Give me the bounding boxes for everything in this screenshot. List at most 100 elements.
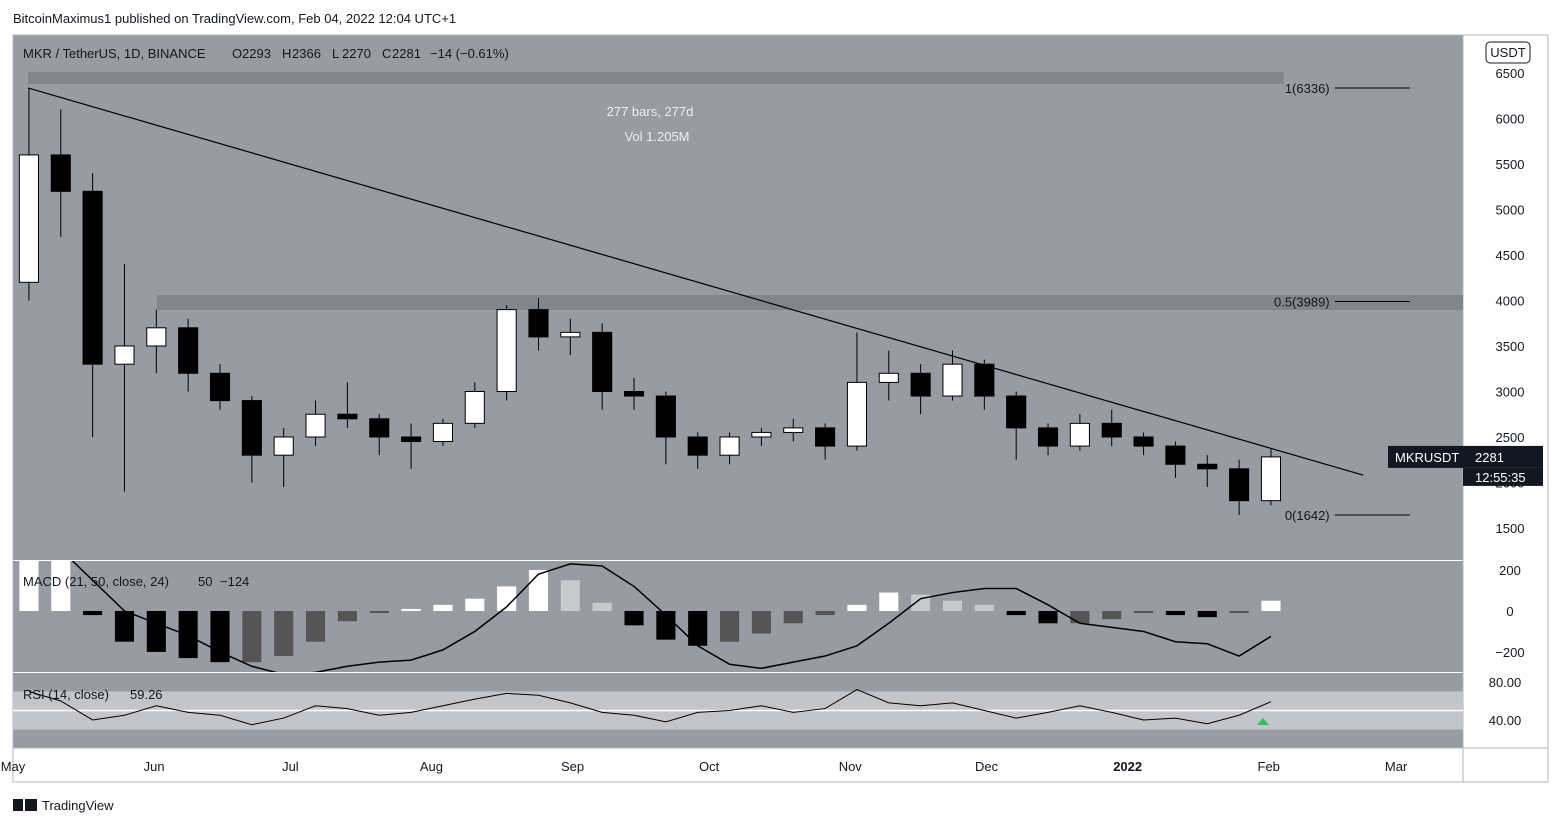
- x-tick-label: Dec: [975, 759, 999, 774]
- candle-body: [560, 331, 581, 338]
- candle-body: [846, 381, 868, 447]
- candle-body: [815, 427, 836, 447]
- macd-histogram: [19, 561, 39, 611]
- candle-body: [369, 418, 390, 438]
- candle-body: [878, 372, 899, 383]
- x-tick-label: Oct: [699, 759, 720, 774]
- x-tick-label: Jul: [282, 759, 299, 774]
- macd-histogram: [720, 610, 740, 642]
- y-tick-label: 6500: [1496, 66, 1525, 81]
- signal-arrow: [1257, 718, 1269, 725]
- macd-histogram: [560, 580, 580, 611]
- macd-histogram: [1229, 610, 1249, 614]
- annotation: Vol 1.205M: [624, 129, 689, 144]
- y-tick-label: 4000: [1496, 294, 1525, 309]
- header: BitcoinMaximus1 published on TradingView…: [13, 11, 456, 26]
- candle-body: [1229, 468, 1250, 502]
- macd-histogram: [433, 604, 453, 611]
- y-tick-label: 200: [1499, 563, 1521, 578]
- macd-histogram: [242, 610, 262, 663]
- annotation: 277 bars, 277d: [607, 104, 694, 119]
- candle-body: [273, 436, 294, 456]
- candle-body: [1260, 456, 1282, 502]
- ohlc-key: O: [232, 46, 242, 61]
- macd-histogram: [815, 610, 835, 616]
- macd-histogram: [51, 561, 71, 611]
- y-tick-label: 0: [1506, 604, 1513, 619]
- macd-title: MACD (21, 50, close, 24): [23, 574, 169, 589]
- x-tick-label: Jun: [144, 759, 165, 774]
- candle-body: [719, 436, 740, 456]
- x-tick-label: Sep: [561, 759, 584, 774]
- candle-body: [1037, 427, 1059, 447]
- macd-histogram: [1070, 610, 1090, 624]
- macd-hist-value: 50: [198, 574, 212, 589]
- macd-histogram: [83, 610, 103, 616]
- candle-body: [305, 413, 326, 438]
- zone: [156, 295, 1463, 311]
- macd-histogram: [1261, 600, 1281, 611]
- macd-histogram: [751, 610, 771, 634]
- footer: TradingView: [42, 798, 114, 813]
- y-tick-label: −200: [1495, 645, 1524, 660]
- macd-histogram: [1038, 610, 1058, 624]
- candle-body: [178, 327, 199, 374]
- macd-histogram: [1197, 610, 1217, 618]
- candle-body: [337, 413, 358, 420]
- macd-histogram: [528, 570, 549, 611]
- countdown: 12:55:35: [1475, 470, 1526, 485]
- macd-histogram: [974, 604, 994, 611]
- y-tick-label: 2500: [1496, 430, 1525, 445]
- macd-histogram: [942, 600, 963, 611]
- candle-body: [1197, 463, 1218, 470]
- candle-body: [464, 390, 485, 424]
- macd-histogram: [879, 592, 899, 611]
- candle-body: [496, 309, 517, 392]
- x-tick-label: May: [1, 759, 26, 774]
- macd-histogram: [369, 610, 389, 614]
- y-tick-label: 4500: [1496, 248, 1525, 263]
- candle-body: [18, 154, 39, 283]
- frame: [12, 34, 1549, 783]
- macd-histogram: [1102, 610, 1122, 620]
- candle-body: [974, 363, 995, 397]
- macd-histogram: [401, 608, 421, 611]
- candle-body: [1069, 422, 1090, 447]
- fib-label: 1(6336): [1285, 81, 1330, 96]
- fib-label: 0.5(3989): [1274, 295, 1330, 310]
- rsi-value: 59.26: [130, 687, 163, 702]
- macd-histogram: [624, 610, 644, 626]
- candle-body: [1101, 422, 1122, 438]
- zone: [27, 72, 1284, 84]
- x-tick-label: Mar: [1385, 759, 1408, 774]
- x-tick-label: Aug: [420, 759, 443, 774]
- currency-box: [1485, 41, 1531, 64]
- macd-histogram: [592, 602, 612, 611]
- candle-body: [623, 390, 645, 397]
- ohlc-value: 2293: [242, 46, 271, 61]
- candle-body: [432, 422, 453, 443]
- y-tick-label: 1500: [1496, 521, 1525, 536]
- x-tick-label: Feb: [1258, 759, 1280, 774]
- macd-histogram: [1006, 610, 1026, 616]
- candle-body: [241, 400, 262, 456]
- ohlc-key: L: [332, 46, 339, 61]
- candle-body: [783, 427, 804, 433]
- y-tick-label: 40.00: [1489, 713, 1522, 728]
- macd-histogram: [911, 594, 931, 611]
- price-label-bg: [1388, 445, 1543, 468]
- macd-line-value: −124: [220, 574, 249, 589]
- rsi-title: RSI (14, close): [23, 687, 109, 702]
- main-plot: 1(6336) 0.5(3989) 0(1642): [18, 72, 1463, 523]
- y-tick-label: 80.00: [1489, 675, 1522, 690]
- y-tick-label: 5500: [1496, 157, 1525, 172]
- candle-body: [401, 436, 422, 443]
- candle-body: [942, 363, 963, 397]
- change: −14 (−0.61%): [430, 46, 509, 61]
- price-symbol: MKRUSDT: [1395, 450, 1459, 465]
- footer-logo: [13, 799, 37, 811]
- y-tick-label: 5000: [1496, 203, 1525, 218]
- macd-histogram: [305, 610, 326, 642]
- ohlc-value: 2366: [292, 46, 321, 61]
